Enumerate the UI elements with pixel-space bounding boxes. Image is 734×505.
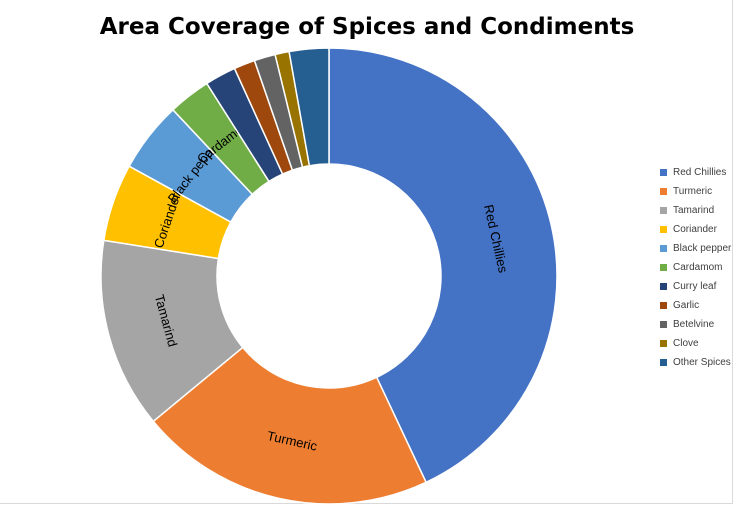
legend-label: Other Spices [673, 357, 731, 368]
legend-label: Tamarind [673, 205, 715, 216]
legend-item-black-pepper: Black pepper [660, 239, 731, 258]
slice-other-spices [288, 47, 330, 167]
legend-item-turmeric: Turmeric [660, 182, 731, 201]
legend-swatch [660, 226, 667, 233]
slice-red-chillies [328, 47, 558, 484]
legend-label: Clove [673, 338, 699, 349]
chart-title: Area Coverage of Spices and Condiments [99, 14, 635, 40]
legend-swatch [660, 245, 667, 252]
legend-label: Red Chillies [673, 167, 727, 178]
legend-item-clove: Clove [660, 334, 731, 353]
legend-swatch [660, 169, 667, 176]
legend-swatch [660, 340, 667, 347]
legend-swatch [660, 302, 667, 309]
legend-label: Black pepper [673, 243, 732, 254]
chart-legend: Red Chillies Turmeric Tamarind Coriander Bla… [660, 163, 731, 372]
legend-item-curry-leaf: Curry leaf [660, 277, 731, 296]
legend-label: Cardamom [673, 262, 723, 273]
legend-swatch [660, 188, 667, 195]
slice-tamarind [100, 239, 244, 423]
legend-swatch [660, 359, 667, 366]
legend-item-red-chillies: Red Chillies [660, 163, 731, 182]
legend-item-cardamom: Cardamom [660, 258, 731, 277]
legend-swatch [660, 321, 667, 328]
legend-swatch [660, 283, 667, 290]
legend-label: Curry leaf [673, 281, 717, 292]
legend-label: Coriander [673, 224, 717, 235]
legend-label: Garlic [673, 300, 700, 311]
legend-item-tamarind: Tamarind [660, 201, 731, 220]
legend-item-other-spices: Other Spices [660, 353, 731, 372]
legend-swatch [660, 207, 667, 214]
legend-swatch [660, 264, 667, 271]
legend-item-garlic: Garlic [660, 296, 731, 315]
legend-label: Betelvine [673, 319, 715, 330]
legend-label: Turmeric [673, 186, 713, 197]
legend-item-coriander: Coriander [660, 220, 731, 239]
legend-item-betelvine: Betelvine [660, 315, 731, 334]
slice-turmeric [152, 346, 428, 505]
